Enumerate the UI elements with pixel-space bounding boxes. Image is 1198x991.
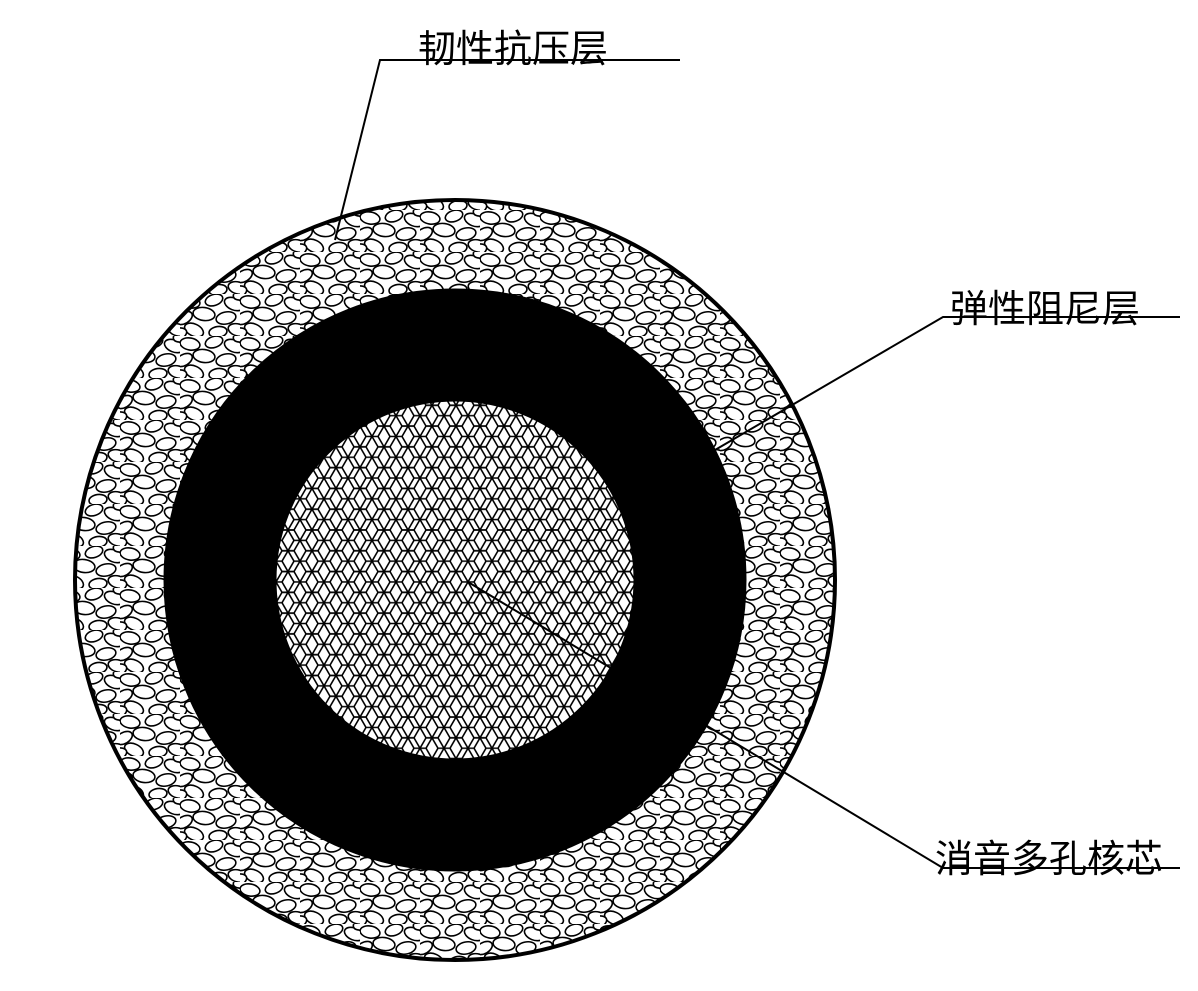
middle-layer-label: 弹性阻尼层 [950, 278, 1140, 333]
outer-layer-label: 韧性抗压层 [418, 18, 608, 73]
core-layer-label: 消音多孔核芯 [935, 828, 1163, 883]
diagram-canvas: 韧性抗压层 弹性阻尼层 消音多孔核芯 [0, 0, 1198, 991]
